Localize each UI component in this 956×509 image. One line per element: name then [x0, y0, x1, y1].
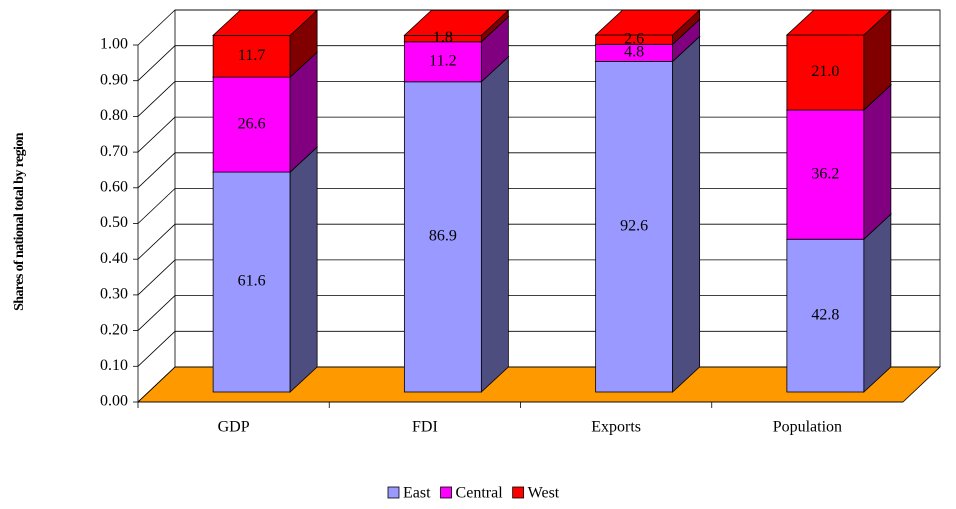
y-tick-label: 0.20 — [100, 321, 128, 338]
x-tick-label: Population — [773, 419, 842, 436]
x-tick-label: FDI — [412, 419, 438, 436]
y-tick-label: 0.10 — [100, 357, 128, 374]
grid-line — [137, 259, 176, 296]
legend-label: Central — [456, 485, 504, 502]
data-label: 86.9 — [429, 228, 457, 245]
data-label: 21.0 — [811, 63, 839, 80]
bar-front — [212, 76, 291, 173]
bar-front — [786, 109, 865, 240]
data-label: 36.2 — [811, 165, 839, 182]
bar-side — [863, 84, 892, 241]
legend-label: West — [528, 485, 560, 502]
data-label: 11.2 — [429, 52, 456, 69]
y-tick-label: 0.40 — [100, 250, 128, 267]
y-tick-label: 0.00 — [100, 393, 128, 410]
bar-side — [289, 146, 318, 393]
grid-line — [137, 152, 176, 189]
x-tick-label: GDP — [218, 419, 250, 436]
y-tick-label: 1.00 — [100, 36, 128, 53]
data-label: 42.8 — [811, 306, 839, 323]
data-label: 92.6 — [620, 217, 648, 234]
bar-front — [786, 34, 865, 111]
grid-line — [137, 81, 176, 117]
legend-swatch — [440, 486, 452, 499]
y-tick-label: 0.50 — [100, 214, 128, 231]
grid-line — [137, 295, 176, 331]
grid-line — [137, 366, 176, 403]
grid-line — [137, 45, 176, 81]
legend-swatch — [387, 486, 400, 499]
bar-top — [212, 9, 319, 36]
bar-front — [212, 171, 291, 393]
bar-front — [403, 81, 482, 393]
bar-top — [403, 9, 510, 36]
legend-label: East — [403, 485, 431, 502]
bar-front — [786, 238, 865, 393]
y-tick-label: 0.80 — [100, 107, 128, 124]
legend-swatch — [512, 486, 525, 499]
bar-side — [863, 213, 892, 393]
grid-line — [137, 331, 176, 367]
y-axis-label: Shares of national total by region — [12, 132, 27, 311]
bar-side — [480, 55, 509, 393]
bar-top — [785, 9, 892, 36]
grid-line — [137, 116, 176, 153]
data-label: 26.6 — [238, 115, 266, 132]
data-label: 11.7 — [238, 47, 265, 64]
y-tick-label: 0.30 — [100, 286, 128, 303]
bar-front — [403, 41, 482, 83]
data-label: 4.8 — [624, 44, 644, 61]
bar-front — [595, 61, 674, 393]
data-label: 2.6 — [624, 30, 644, 47]
y-tick-label: 0.70 — [100, 143, 128, 160]
bar-side — [672, 35, 701, 393]
x-tick-label: Exports — [591, 419, 641, 436]
grid-line — [137, 188, 176, 224]
y-tick-label: 0.90 — [100, 71, 128, 88]
data-label: 61.6 — [238, 273, 266, 290]
bar-front — [212, 34, 291, 78]
bar-top — [594, 9, 701, 36]
y-tick-label: 0.60 — [100, 178, 128, 195]
data-label: 1.8 — [433, 29, 453, 46]
grid-line — [137, 9, 176, 46]
grid-line — [137, 223, 176, 260]
